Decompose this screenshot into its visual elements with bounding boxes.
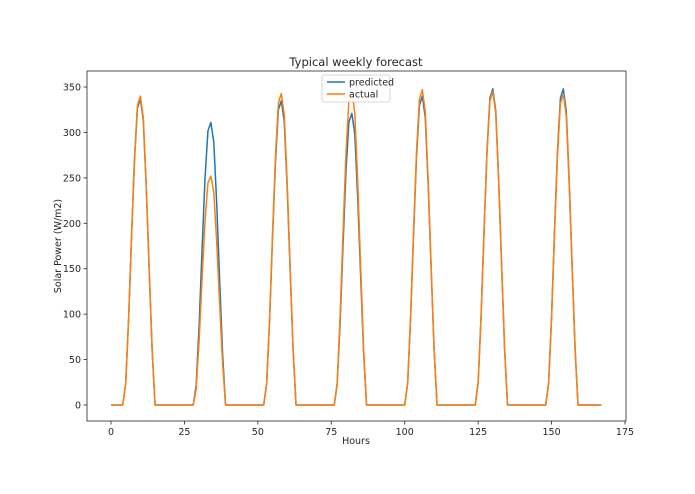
x-tick-label: 50	[252, 427, 264, 438]
x-tick-label: 175	[616, 427, 634, 438]
x-axis-ticks: 0 25 50 75 100 125 150 175	[108, 421, 634, 438]
x-tick-label: 150	[543, 427, 561, 438]
y-tick-label: 300	[63, 128, 81, 139]
chart-title: Typical weekly forecast	[288, 55, 423, 69]
y-tick-label: 200	[63, 219, 81, 230]
y-tick-label: 100	[63, 310, 81, 321]
x-tick-label: 25	[178, 427, 190, 438]
y-tick-label: 0	[75, 401, 81, 412]
y-tick-label: 50	[69, 355, 81, 366]
y-tick-label: 250	[63, 173, 81, 184]
legend-label-actual: actual	[349, 90, 378, 101]
legend: predicted actual	[321, 74, 394, 103]
x-tick-label: 0	[108, 427, 114, 438]
x-tick-label: 75	[325, 427, 337, 438]
x-tick-label: 125	[469, 427, 487, 438]
x-tick-label: 100	[396, 427, 414, 438]
y-axis-label: Solar Power (W/m2)	[53, 199, 64, 293]
y-tick-label: 150	[63, 264, 81, 275]
y-tick-label: 350	[63, 83, 81, 94]
series-line-actual	[111, 88, 602, 406]
legend-label-predicted: predicted	[349, 78, 394, 89]
x-axis-label: Hours	[342, 436, 370, 447]
plot-lines	[111, 88, 602, 406]
axes-frame	[86, 70, 627, 422]
y-axis-ticks: 0 50 100 150 200 250 300 350	[63, 83, 87, 412]
